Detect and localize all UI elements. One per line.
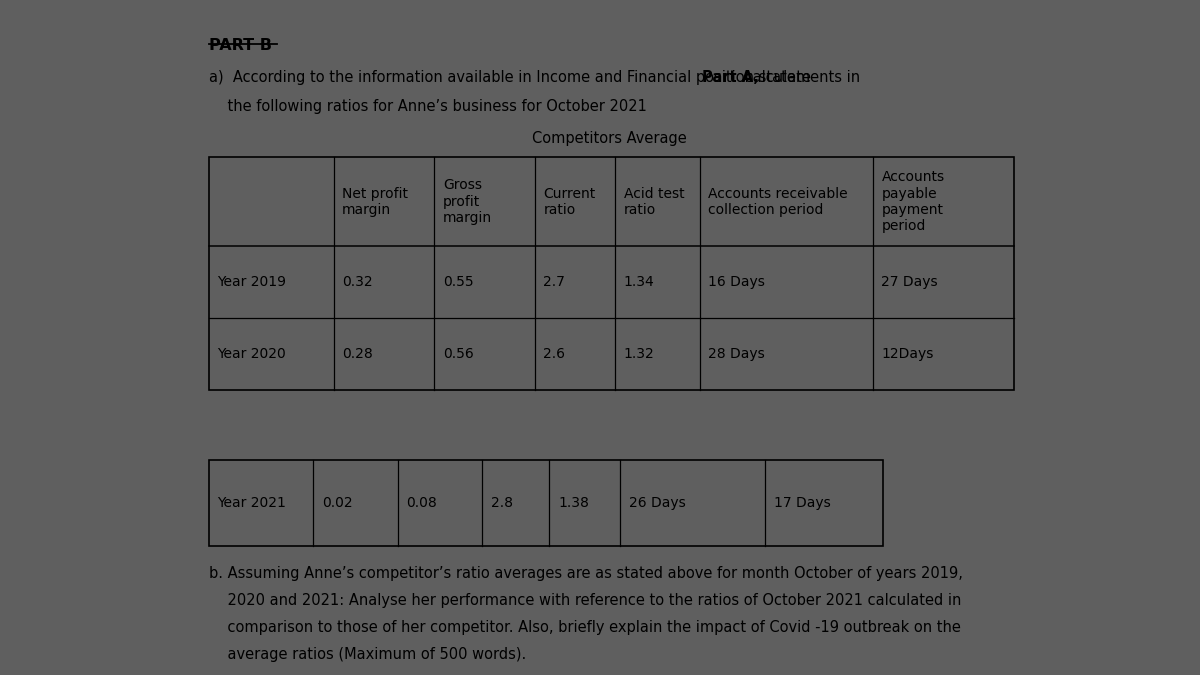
Text: Current
ratio: Current ratio xyxy=(544,186,595,217)
Text: 27 Days: 27 Days xyxy=(882,275,938,290)
Text: 28 Days: 28 Days xyxy=(708,347,766,361)
Text: 1.34: 1.34 xyxy=(624,275,655,290)
Text: Accounts
payable
payment
period: Accounts payable payment period xyxy=(882,170,944,233)
Text: 1.38: 1.38 xyxy=(558,496,589,510)
Text: 26 Days: 26 Days xyxy=(629,496,685,510)
Text: 0.28: 0.28 xyxy=(342,347,373,361)
Text: 12Days: 12Days xyxy=(882,347,934,361)
Text: Year 2019: Year 2019 xyxy=(217,275,287,290)
Text: Part A,: Part A, xyxy=(702,70,760,86)
Text: PART B: PART B xyxy=(209,38,272,53)
Text: 0.32: 0.32 xyxy=(342,275,373,290)
Text: b. Assuming Anne’s competitor’s ratio averages are as stated above for month Oct: b. Assuming Anne’s competitor’s ratio av… xyxy=(209,566,962,581)
Text: Acid test
ratio: Acid test ratio xyxy=(624,186,684,217)
Text: 0.02: 0.02 xyxy=(322,496,353,510)
Text: 2.7: 2.7 xyxy=(544,275,565,290)
Text: 0.56: 0.56 xyxy=(443,347,474,361)
Text: comparison to those of her competitor. Also, briefly explain the impact of Covid: comparison to those of her competitor. A… xyxy=(209,620,961,634)
Text: a)  According to the information available in Income and Financial position stat: a) According to the information availabl… xyxy=(209,70,864,86)
Bar xyxy=(209,460,883,547)
Text: Year 2021: Year 2021 xyxy=(217,496,287,510)
Text: 0.08: 0.08 xyxy=(407,496,437,510)
Text: 1.32: 1.32 xyxy=(624,347,655,361)
Text: Year 2020: Year 2020 xyxy=(217,347,287,361)
Text: 2020 and 2021: Analyse her performance with reference to the ratios of October 2: 2020 and 2021: Analyse her performance w… xyxy=(209,593,961,608)
Text: Competitors Average: Competitors Average xyxy=(532,131,686,146)
Text: 0.55: 0.55 xyxy=(443,275,474,290)
Text: Gross
profit
margin: Gross profit margin xyxy=(443,178,492,225)
Bar xyxy=(209,157,1014,389)
Text: 17 Days: 17 Days xyxy=(774,496,830,510)
Text: calculate: calculate xyxy=(740,70,811,86)
Text: 2.8: 2.8 xyxy=(491,496,512,510)
Text: Net profit
margin: Net profit margin xyxy=(342,186,408,217)
Text: 2.6: 2.6 xyxy=(544,347,565,361)
Text: Accounts receivable
collection period: Accounts receivable collection period xyxy=(708,186,848,217)
Text: the following ratios for Anne’s business for October 2021: the following ratios for Anne’s business… xyxy=(209,99,647,113)
Text: average ratios (Maximum of 500 words).: average ratios (Maximum of 500 words). xyxy=(209,647,526,662)
Text: 16 Days: 16 Days xyxy=(708,275,766,290)
